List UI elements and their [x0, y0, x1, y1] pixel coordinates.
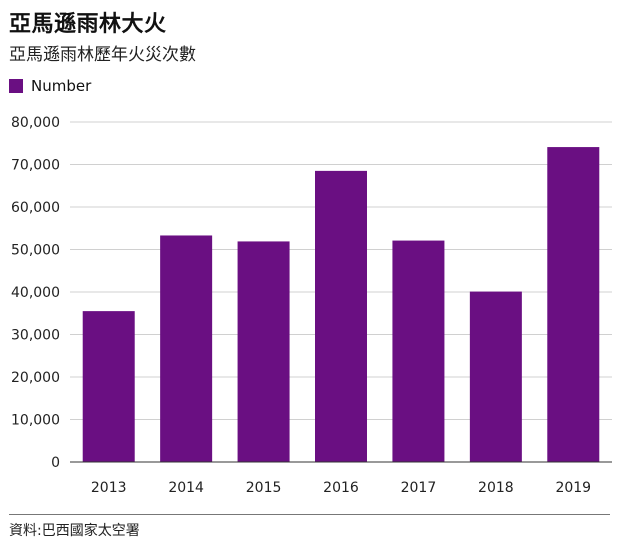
bar-2018: [469, 291, 522, 462]
y-tick-label: 10,000: [11, 413, 60, 429]
bar-2015: [237, 241, 290, 462]
bar-2016: [315, 170, 367, 462]
y-tick-label: 30,000: [11, 328, 60, 344]
y-axis-ticks: 0 10,000 20,000 30,000 40,000 50,000 60,000 70,…: [11, 115, 60, 471]
y-tick-label: 70,000: [11, 158, 60, 174]
bar-2019: [547, 147, 600, 462]
bar-2017: [392, 240, 445, 462]
legend-swatch: [9, 79, 23, 93]
x-tick-label: 2017: [401, 480, 437, 496]
bar-2013: [82, 311, 135, 462]
source-divider: [9, 514, 610, 515]
legend-label: Number: [31, 77, 92, 95]
y-tick-label: 20,000: [11, 370, 60, 386]
x-tick-label: 2019: [555, 480, 591, 496]
legend: Number: [9, 77, 91, 95]
x-tick-label: 2018: [478, 480, 514, 496]
y-tick-label: 40,000: [11, 285, 60, 301]
source-note: 資料:巴西國家太空署: [9, 523, 140, 539]
x-tick-label: 2013: [91, 480, 127, 496]
x-axis-ticks: 2013 2014 2015 2016 2017 2018 2019: [91, 480, 591, 496]
y-tick-label: 80,000: [11, 115, 60, 131]
bars: [82, 147, 600, 462]
chart-title: 亞馬遜雨林大火: [9, 12, 167, 37]
bar-2014: [160, 235, 213, 462]
y-tick-label: 0: [51, 455, 60, 471]
x-tick-label: 2014: [168, 480, 204, 496]
x-tick-label: 2015: [246, 480, 282, 496]
chart-subtitle: 亞馬遜雨林歷年火災次數: [9, 45, 196, 65]
y-tick-label: 50,000: [11, 243, 60, 259]
x-tick-label: 2016: [323, 480, 359, 496]
y-tick-label: 60,000: [11, 200, 60, 216]
